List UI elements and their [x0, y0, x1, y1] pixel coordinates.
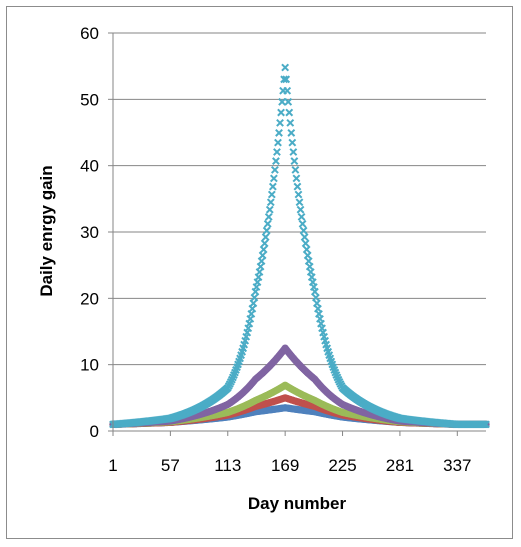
y-tick-label: 40	[80, 157, 99, 176]
data-point	[280, 75, 289, 84]
data-point	[250, 293, 259, 302]
data-point	[275, 129, 283, 137]
data-point	[294, 190, 303, 199]
data-point	[284, 97, 293, 106]
series-layer	[109, 63, 490, 429]
data-point	[268, 182, 277, 191]
series-5	[109, 63, 490, 429]
data-point	[277, 108, 285, 117]
data-point	[266, 198, 275, 207]
data-point	[248, 304, 257, 313]
data-point	[249, 299, 258, 308]
data-point	[263, 219, 272, 228]
data-point	[257, 257, 266, 266]
data-point	[304, 257, 313, 266]
data-point	[311, 293, 320, 302]
data-point	[482, 420, 490, 429]
x-tick-label: 337	[443, 456, 471, 475]
data-point	[258, 251, 267, 260]
data-point	[273, 148, 281, 156]
x-tick-label: 1	[108, 456, 117, 475]
x-tick-label: 57	[161, 456, 180, 475]
data-point	[256, 262, 265, 271]
data-point	[261, 233, 270, 242]
data-point	[302, 245, 311, 254]
data-point	[290, 157, 299, 165]
data-point	[293, 182, 302, 191]
data-point	[281, 63, 290, 72]
data-point	[270, 165, 279, 174]
data-point	[264, 212, 273, 221]
data-point	[278, 97, 286, 106]
x-axis-title: Day number	[248, 494, 347, 513]
data-point	[297, 212, 306, 221]
data-point	[299, 226, 308, 235]
axes: 0 10 20 30 40 50 60 1 57 113 169 225 281 337	[80, 24, 486, 475]
data-point	[274, 138, 282, 147]
data-point	[265, 205, 274, 214]
y-axis-title: Daily enrgy gain	[37, 165, 56, 296]
y-tick-label: 30	[80, 223, 99, 242]
data-point	[285, 108, 294, 117]
data-point	[260, 239, 269, 248]
data-point	[300, 233, 309, 242]
data-point	[286, 118, 295, 127]
data-point	[283, 86, 292, 95]
data-point	[282, 75, 291, 84]
data-point	[292, 174, 301, 183]
data-point	[259, 245, 268, 254]
data-point	[310, 287, 319, 296]
data-point	[262, 226, 271, 235]
data-point	[276, 118, 284, 127]
x-tick-label: 169	[271, 456, 299, 475]
data-point	[269, 174, 278, 183]
x-tick-label: 281	[386, 456, 414, 475]
data-point	[272, 157, 280, 165]
y-tick-label: 60	[80, 24, 99, 43]
y-tick-label: 0	[90, 422, 99, 441]
x-tick-label: 225	[328, 456, 356, 475]
data-point	[296, 205, 305, 214]
data-point	[298, 219, 307, 228]
data-point	[313, 299, 321, 308]
data-point	[303, 251, 312, 260]
gridlines	[113, 32, 486, 366]
data-point	[287, 129, 296, 137]
data-point	[288, 138, 297, 147]
y-tick-label: 20	[80, 289, 99, 308]
data-point	[289, 148, 298, 156]
x-tick-label: 113	[214, 456, 241, 475]
data-point	[301, 239, 310, 248]
data-point	[295, 198, 304, 207]
data-point	[267, 190, 276, 199]
y-tick-label: 50	[80, 90, 99, 109]
y-tick-label: 10	[80, 356, 99, 375]
data-point	[291, 165, 300, 174]
